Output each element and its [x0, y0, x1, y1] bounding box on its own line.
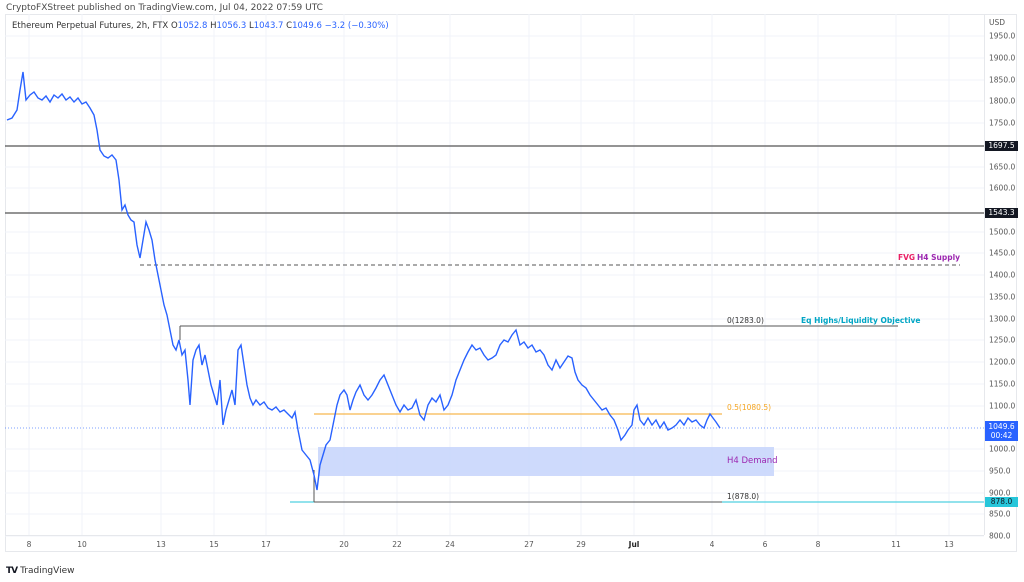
chart-frame	[5, 14, 1017, 552]
h4-supply-label: H4 Supply	[917, 253, 961, 262]
eq-highs-label: Eq Highs/Liquidity Objective	[801, 316, 921, 325]
tradingview-logo-icon: TV	[6, 566, 18, 576]
bar-countdown: 00:42	[990, 431, 1013, 440]
publisher-line: CryptoFXStreet published on TradingView.…	[6, 3, 323, 13]
tradingview-brand: TradingView	[20, 566, 75, 576]
level-878-label: 878.0	[985, 497, 1018, 507]
ohlc-change: −3.2 (−0.30%)	[324, 21, 389, 31]
symbol-name: Ethereum Perpetual Futures, 2h, FTX	[12, 21, 169, 31]
symbol-legend: Ethereum Perpetual Futures, 2h, FTX O105…	[12, 21, 389, 31]
current-price-label: 1049.6 00:42	[985, 421, 1018, 441]
ohlc-low: 1043.7	[253, 21, 284, 31]
currency-label: USD	[989, 18, 1006, 27]
h4-demand-zone	[318, 447, 774, 476]
level-1543-label: 1543.3	[985, 208, 1018, 218]
ohlc-high: 1056.3	[216, 21, 247, 31]
fvg-label: FVG	[898, 253, 916, 262]
grid	[5, 14, 984, 537]
time-axis[interactable]: 8 10 13 15 17 20 22 24 27 29 Jul 4 6 8 1…	[5, 535, 984, 553]
level-1697-label: 1697.5	[985, 141, 1018, 151]
candles	[6, 71, 721, 491]
fib-05-label: 0.5(1080.5)	[727, 403, 772, 412]
h4-demand-label: H4 Demand	[727, 456, 778, 466]
tradingview-logo[interactable]: TV TradingView	[6, 566, 75, 576]
ohlc-close: 1049.6	[292, 21, 322, 31]
price-axis[interactable]: USD 1950.0 1900.0 1850.0 1800.0 1750.0 1…	[984, 14, 1018, 541]
ohlc-open: 1052.8	[177, 21, 208, 31]
fib-1-label: 1(878.0)	[727, 492, 760, 501]
fib-0-label: 0(1283.0)	[727, 316, 764, 325]
